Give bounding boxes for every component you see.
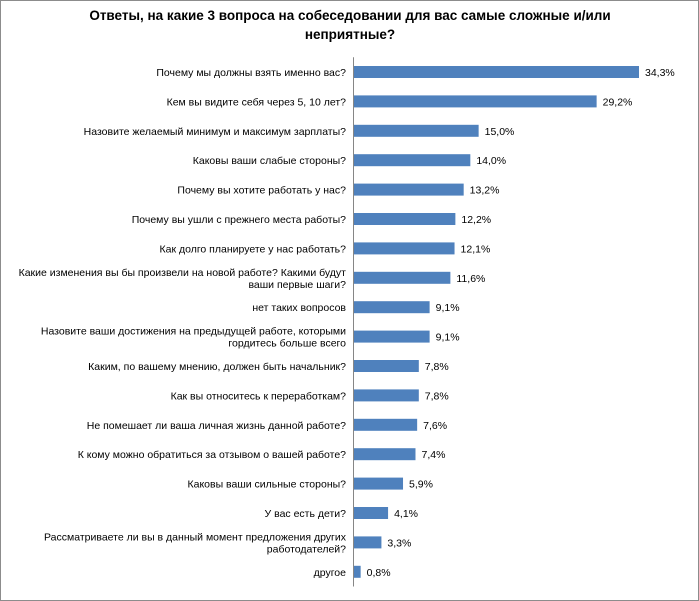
value-label-4: 13,2% — [470, 185, 500, 197]
category-label-line: Каким, по вашему мнению, должен быть нач… — [88, 361, 346, 373]
value-label-2: 15,0% — [485, 126, 515, 138]
bar-17 — [354, 565, 361, 578]
value-label-9: 9,1% — [436, 332, 460, 344]
bar-16 — [354, 536, 382, 549]
value-label-11: 7,8% — [425, 390, 449, 402]
category-label-line: Рассматриваете ли вы в данный момент пре… — [44, 531, 347, 543]
category-label-line: Как долго планируете у нас работать? — [160, 243, 347, 255]
value-label-10: 7,8% — [425, 361, 449, 373]
category-label-1: Кем вы видите себя через 5, 10 лет? — [167, 96, 347, 108]
category-label-line: Почему вы ушли с прежнего места работы? — [132, 214, 346, 226]
bar-5 — [354, 213, 456, 225]
bar-9 — [354, 330, 430, 343]
bar-13 — [354, 448, 416, 461]
category-label-6: Как долго планируете у нас работать? — [160, 243, 347, 255]
bar-0 — [354, 66, 639, 78]
category-label-0: Почему мы должны взять именно вас? — [156, 67, 346, 79]
category-label-line: Как вы относитесь к переработкам? — [171, 390, 347, 402]
value-label-14: 5,9% — [409, 479, 433, 491]
category-label-10: Каким, по вашему мнению, должен быть нач… — [88, 361, 346, 373]
value-label-0: 34,3% — [645, 67, 675, 79]
bar-8 — [354, 301, 430, 314]
category-label-line: Почему мы должны взять именно вас? — [156, 67, 346, 79]
value-label-13: 7,4% — [421, 449, 445, 461]
value-label-8: 9,1% — [436, 302, 460, 314]
category-label-2: Назовите желаемый минимум и максимум зар… — [84, 126, 346, 138]
category-label-line: работодателей? — [267, 543, 346, 555]
value-label-7: 11,6% — [456, 273, 485, 285]
bars-group — [354, 66, 639, 578]
category-label-line: Назовите ваши достижения на предыдущей р… — [41, 326, 346, 338]
bar-7 — [354, 271, 451, 284]
value-label-3: 14,0% — [476, 155, 506, 167]
bar-3 — [354, 154, 471, 167]
value-label-5: 12,2% — [461, 214, 491, 226]
category-label-16: Рассматриваете ли вы в данный момент пре… — [44, 531, 347, 555]
category-label-line: Какие изменения вы бы произвели на новой… — [19, 267, 347, 279]
value-labels-group: 34,3% 29,2% 15,0% 14,0% 13,2% 12,2% 12,1% 11,6%… — [367, 67, 675, 579]
value-label-12: 7,6% — [423, 420, 447, 432]
bar-12 — [354, 418, 418, 431]
bar-4 — [354, 183, 464, 196]
category-label-line: К кому можно обратиться за отзывом о ваш… — [78, 449, 346, 461]
category-label-5: Почему вы ушли с прежнего места работы? — [132, 214, 346, 226]
category-label-line: Каковы ваши слабые стороны? — [193, 155, 346, 167]
bar-1 — [354, 95, 597, 108]
category-label-9: Назовите ваши достижения на предыдущей р… — [41, 326, 346, 350]
category-label-3: Каковы ваши слабые стороны? — [193, 155, 346, 167]
category-label-17: другое — [314, 567, 347, 579]
bar-6 — [354, 242, 455, 255]
value-label-15: 4,1% — [394, 508, 418, 520]
value-label-17: 0,8% — [367, 567, 391, 579]
category-label-line: ваши первые шаги? — [248, 279, 346, 291]
value-label-6: 12,1% — [461, 243, 491, 255]
bar-14 — [354, 477, 404, 490]
value-label-16: 3,3% — [387, 537, 411, 549]
bar-10 — [354, 360, 419, 372]
category-label-line: гордитесь больше всего — [228, 338, 346, 350]
category-label-12: Не помешает ли ваша личная жизнь данной … — [87, 420, 346, 432]
category-label-line: нет таких вопросов — [252, 302, 346, 314]
category-label-11: Как вы относитесь к переработкам? — [171, 390, 347, 402]
category-label-14: Каковы ваши сильные стороны? — [187, 479, 346, 491]
category-label-15: У вас есть дети? — [265, 508, 347, 520]
category-label-line: Почему вы хотите работать у нас? — [177, 185, 346, 197]
category-label-4: Почему вы хотите работать у нас? — [177, 185, 346, 197]
category-label-13: К кому можно обратиться за отзывом о ваш… — [78, 449, 346, 461]
category-label-8: нет таких вопросов — [252, 302, 346, 314]
category-label-line: Не помешает ли ваша личная жизнь данной … — [87, 420, 346, 432]
category-label-line: Назовите желаемый минимум и максимум зар… — [84, 126, 346, 138]
category-label-line: Каковы ваши сильные стороны? — [187, 479, 346, 491]
category-label-line: У вас есть дети? — [265, 508, 347, 520]
category-label-7: Какие изменения вы бы произвели на новой… — [19, 267, 347, 291]
bar-2 — [354, 124, 479, 137]
category-label-line: Кем вы видите себя через 5, 10 лет? — [167, 96, 347, 108]
bar-11 — [354, 389, 419, 402]
value-label-1: 29,2% — [603, 96, 633, 108]
chart-title: Ответы, на какие 3 вопроса на собеседова… — [89, 8, 611, 42]
category-labels-group: Почему мы должны взять именно вас? Кем вы… — [19, 67, 347, 579]
bar-15 — [354, 507, 389, 519]
category-label-line: другое — [314, 567, 347, 579]
